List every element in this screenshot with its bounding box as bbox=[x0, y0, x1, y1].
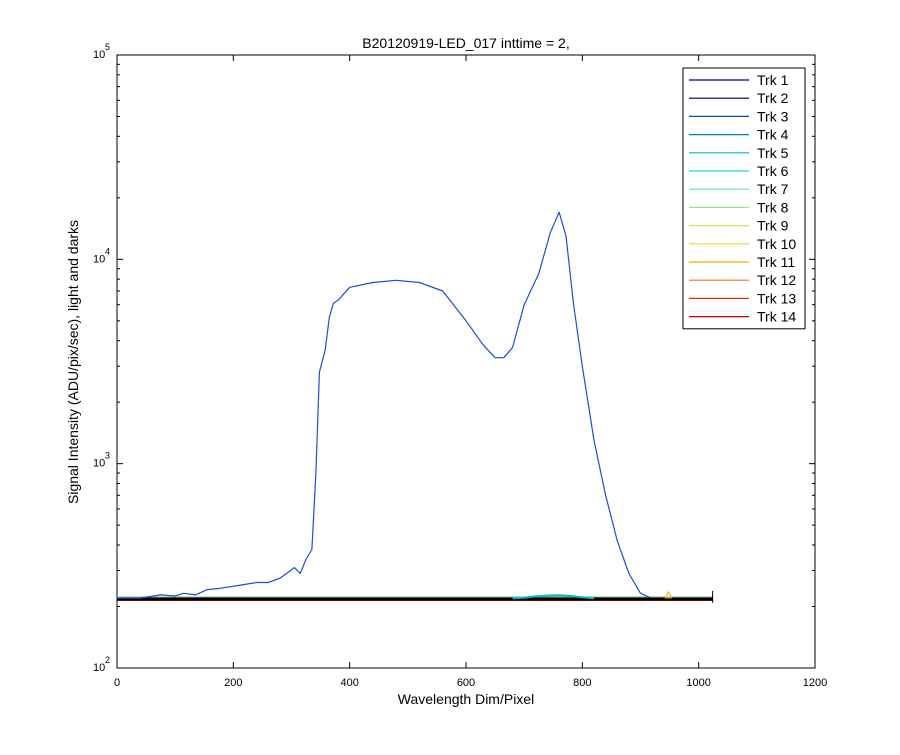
legend-label-trk-7: Trk 7 bbox=[757, 181, 789, 197]
x-tick-label-0: 0 bbox=[114, 677, 120, 689]
x-tick-label-4: 800 bbox=[573, 677, 591, 689]
legend-label-trk-1: Trk 1 bbox=[757, 72, 789, 88]
y-tick-label-3: 10 bbox=[93, 49, 105, 61]
y-tick-exponent-1: 3 bbox=[105, 451, 110, 461]
x-tick-label-3: 600 bbox=[457, 677, 475, 689]
dark-bump-line bbox=[512, 594, 595, 600]
y-axis-label: Signal Intensity (ADU/pix/sec), light an… bbox=[65, 220, 81, 504]
legend-label-trk-9: Trk 9 bbox=[757, 218, 789, 234]
legend-label-trk-2: Trk 2 bbox=[757, 90, 789, 106]
dark-series-group bbox=[117, 590, 714, 603]
legend: Trk 1 Trk 2 Trk 3 Trk 4 Trk 5 Trk 6 Trk 7 Trk 8… bbox=[682, 67, 806, 330]
y-tick-exponent-2: 4 bbox=[105, 246, 110, 256]
x-tick-label-2: 400 bbox=[340, 677, 358, 689]
curves bbox=[117, 211, 714, 603]
legend-label-trk-8: Trk 8 bbox=[757, 199, 789, 215]
legend-box bbox=[682, 67, 806, 330]
legend-label-trk-10: Trk 10 bbox=[757, 236, 796, 252]
legend-label-trk-13: Trk 13 bbox=[757, 290, 796, 306]
legend-label-trk-12: Trk 12 bbox=[757, 272, 796, 288]
y-tick-label-0: 10 bbox=[93, 662, 105, 674]
signal-curve bbox=[117, 211, 650, 599]
x-tick-label-6: 1200 bbox=[803, 677, 827, 689]
legend-label-trk-6: Trk 6 bbox=[757, 163, 789, 179]
y-tick-exponent-0: 2 bbox=[105, 655, 110, 665]
legend-label-trk-14: Trk 14 bbox=[757, 309, 796, 325]
legend-label-trk-11: Trk 11 bbox=[757, 254, 795, 270]
y-tick-label-1: 10 bbox=[93, 458, 105, 470]
x-tick-label-5: 1000 bbox=[686, 677, 710, 689]
y-tick-exponent-3: 5 bbox=[105, 42, 110, 52]
data-marker bbox=[664, 590, 673, 599]
x-tick-label-1: 200 bbox=[224, 677, 242, 689]
x-axis-label: Wavelength Dim/Pixel bbox=[398, 691, 534, 707]
chart-title: B20120919-LED_017 inttime = 2, bbox=[362, 35, 569, 51]
legend-label-trk-4: Trk 4 bbox=[757, 127, 789, 143]
legend-label-trk-3: Trk 3 bbox=[757, 108, 789, 124]
y-tick-label-2: 10 bbox=[93, 253, 105, 265]
legend-label-trk-5: Trk 5 bbox=[757, 145, 789, 161]
